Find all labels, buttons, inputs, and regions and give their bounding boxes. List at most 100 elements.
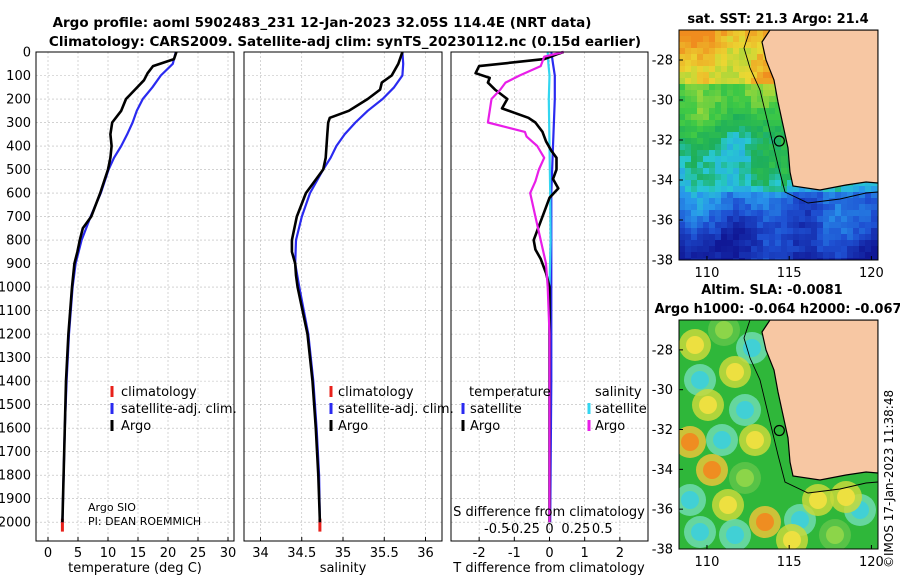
sst-pixel (727, 48, 734, 55)
sst-pixel (679, 30, 686, 37)
figure-title-line1: Argo profile: aoml 5902483_231 12-Jan-20… (53, 15, 592, 31)
sst-pixel (817, 216, 824, 223)
sst-pixel (715, 30, 722, 37)
sst-pixel (697, 84, 704, 91)
sst-pixel (757, 36, 764, 43)
x-tick-label: 36 (417, 546, 434, 561)
sst-pixel (847, 204, 854, 211)
sst-pixel (829, 240, 836, 247)
sst-pixel (775, 234, 782, 241)
sst-pixel (715, 150, 722, 157)
sst-pixel (709, 162, 716, 169)
sst-pixel (805, 186, 812, 193)
sst-pixel (733, 54, 740, 61)
sst-pixel (727, 30, 734, 37)
sst-pixel (697, 168, 704, 175)
sst-pixel (733, 42, 740, 49)
sst-pixel (763, 192, 770, 199)
x-tick-label: 0 (44, 546, 52, 561)
sst-pixel (817, 240, 824, 247)
sst-pixel (745, 240, 752, 247)
sst-pixel (763, 210, 770, 217)
sst-pixel (829, 234, 836, 241)
sst-pixel (751, 102, 758, 109)
sst-pixel (745, 156, 752, 163)
sst-pixel (769, 78, 776, 85)
sst-pixel (745, 90, 752, 97)
sst-pixel (745, 138, 752, 145)
sla-eddy-core (715, 321, 733, 339)
sst-pixel (835, 240, 842, 247)
sst-pixel (871, 258, 878, 260)
sst-pixel (829, 216, 836, 223)
sst-pixel (751, 30, 758, 37)
sst-pixel (685, 240, 692, 247)
sst-pixel (703, 186, 710, 193)
sst-pixel (799, 216, 806, 223)
sst-pixel (739, 198, 746, 205)
sst-pixel (727, 234, 734, 241)
sst-pixel (745, 36, 752, 43)
sst-pixel (679, 48, 686, 55)
sst-pixel (679, 120, 686, 127)
sst-pixel (745, 246, 752, 253)
series-satellite-adj-clim- (61, 51, 177, 523)
sst-pixel (697, 174, 704, 181)
sst-pixel (793, 210, 800, 217)
sst-pixel (709, 204, 716, 211)
sst-pixel (847, 234, 854, 241)
sst-pixel (745, 78, 752, 85)
sst-pixel (805, 210, 812, 217)
legend-t-argo-label: Argo (470, 419, 500, 434)
sst-pixel (733, 174, 740, 181)
sst-pixel (817, 192, 824, 199)
sst-pixel (799, 228, 806, 235)
sst-pixel (721, 108, 728, 115)
sst-pixel (763, 102, 770, 109)
sst-pixel (751, 180, 758, 187)
sst-pixel (733, 96, 740, 103)
sst-pixel (739, 54, 746, 61)
map-x-tick-label: 115 (777, 266, 802, 281)
x2-tick-label: -0.25 (506, 522, 540, 537)
sst-pixel (691, 72, 698, 79)
x-tick-label: 35.5 (370, 546, 399, 561)
sst-pixel (817, 228, 824, 235)
sst-pixel (811, 204, 818, 211)
sst-pixel (727, 216, 734, 223)
sst-pixel (769, 132, 776, 139)
map-y-tick-label: -30 (652, 383, 673, 398)
sst-pixel (757, 258, 764, 260)
sst-pixel (775, 120, 782, 127)
sst-pixel (745, 66, 752, 73)
sst-pixel (781, 252, 788, 259)
sst-pixel (859, 246, 866, 253)
sst-pixel (757, 144, 764, 151)
sst-pixel (793, 246, 800, 253)
sst-pixel (823, 204, 830, 211)
map-y-tick-label: -34 (652, 463, 673, 478)
sst-pixel (847, 240, 854, 247)
sst-pixel (835, 228, 842, 235)
sst-pixel (727, 120, 734, 127)
sst-pixel (841, 252, 848, 259)
sst-pixel (691, 132, 698, 139)
sst-pixel (715, 186, 722, 193)
sst-pixel (871, 222, 878, 229)
sst-pixel (811, 252, 818, 259)
sst-pixel (751, 246, 758, 253)
sst-pixel (709, 216, 716, 223)
sst-pixel (715, 108, 722, 115)
sst-pixel (763, 252, 770, 259)
sst-pixel (763, 162, 770, 169)
land-mass (761, 320, 878, 481)
sst-pixel (703, 60, 710, 67)
sst-pixel (691, 78, 698, 85)
sst-pixel (715, 144, 722, 151)
sst-pixel (697, 240, 704, 247)
sst-pixel (751, 210, 758, 217)
sst-pixel (757, 228, 764, 235)
sst-pixel (679, 192, 686, 199)
sst-pixel (733, 114, 740, 121)
sst-pixel (721, 180, 728, 187)
